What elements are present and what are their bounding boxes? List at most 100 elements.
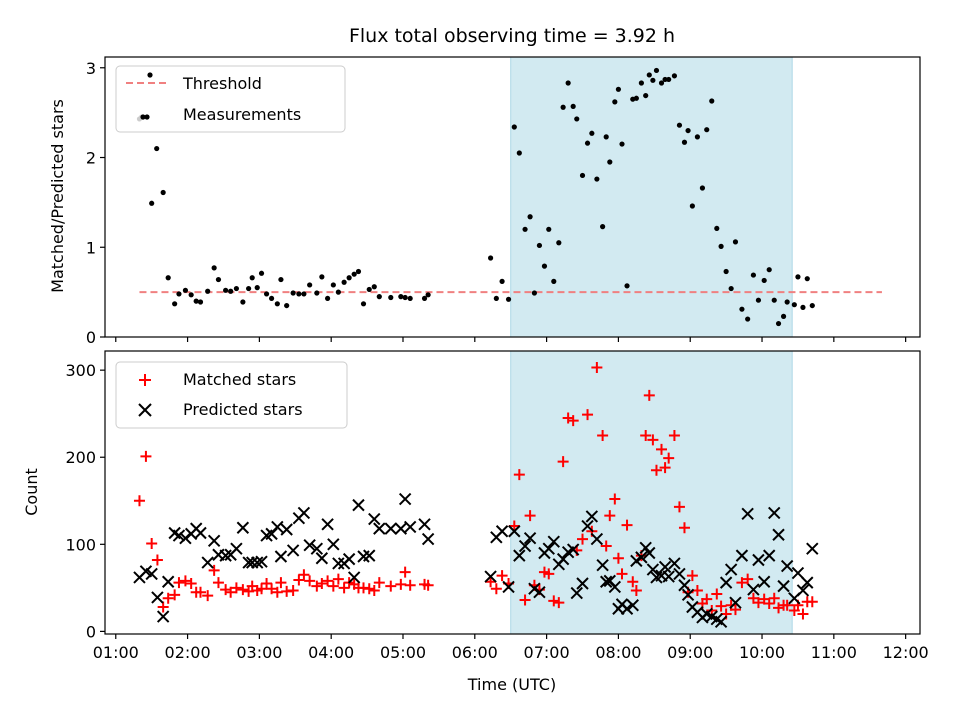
- data-point-x: [673, 567, 686, 581]
- x-tick-label: 06:00: [452, 643, 498, 662]
- data-point: [685, 127, 691, 134]
- data-point-plus: [562, 412, 574, 424]
- data-point: [211, 265, 217, 271]
- data-point: [784, 299, 790, 305]
- y-tick-label: 300: [65, 361, 96, 380]
- data-point-plus: [647, 434, 659, 446]
- data-point-plus: [275, 577, 287, 589]
- data-point: [795, 274, 801, 280]
- data-point-plus: [322, 575, 334, 587]
- data-point-plus: [368, 584, 380, 596]
- data-point-x: [772, 528, 785, 541]
- data-point-x: [724, 563, 738, 576]
- data-point-x: [384, 522, 397, 535]
- data-point: [650, 77, 656, 83]
- series-1: [133, 492, 819, 629]
- y-tick-label: 3: [86, 59, 96, 78]
- data-point-plus: [701, 593, 713, 605]
- data-point-x: [145, 567, 158, 581]
- data-point-plus: [612, 552, 624, 564]
- data-point-x: [342, 552, 356, 566]
- data-point-x: [518, 539, 532, 553]
- axes-frame: [104, 56, 921, 338]
- x-tick-label: 04:00: [308, 643, 354, 662]
- data-point: [603, 134, 609, 140]
- data-point: [376, 294, 382, 300]
- data-point-x: [332, 557, 345, 570]
- bottom-y-axis-label: Count: [22, 468, 41, 516]
- data-point: [197, 299, 204, 305]
- data-point-plus: [508, 520, 520, 532]
- y-tick-label: 2: [86, 149, 96, 168]
- data-point-x: [757, 575, 771, 588]
- data-point-plus: [640, 429, 652, 441]
- data-point: [351, 271, 357, 277]
- data-point-x: [791, 566, 805, 580]
- data-point-x: [581, 519, 594, 533]
- data-point-plus: [806, 596, 818, 608]
- data-point: [193, 298, 199, 304]
- data-point-plus: [519, 594, 531, 606]
- data-point-plus: [797, 608, 809, 620]
- data-point-plus: [298, 569, 310, 581]
- data-point: [398, 294, 404, 300]
- data-point-plus: [316, 577, 328, 589]
- data-point: [402, 294, 408, 301]
- data-point: [653, 67, 660, 74]
- data-point-x: [714, 615, 728, 629]
- data-point: [355, 268, 362, 275]
- data-point-x: [801, 576, 814, 589]
- data-point-x: [271, 520, 284, 534]
- legend-matched-swatch: [139, 374, 151, 386]
- data-point: [646, 72, 652, 78]
- data-point: [319, 274, 325, 280]
- data-point: [160, 189, 166, 196]
- data-point-plus: [179, 575, 191, 587]
- x-tick-label: 10:00: [739, 643, 785, 662]
- data-point-x: [327, 538, 340, 551]
- data-point-x: [156, 610, 170, 623]
- data-point-plus: [630, 584, 642, 596]
- data-point-plus: [151, 554, 163, 566]
- top-plot-area: 0 1 2 3: [86, 56, 921, 347]
- data-point-plus: [736, 577, 748, 589]
- data-point: [307, 282, 313, 288]
- data-point-x: [368, 512, 381, 526]
- data-point: [780, 313, 787, 319]
- legend-measurements-swatch-b: [144, 114, 150, 120]
- data-point-x: [576, 577, 589, 590]
- data-point: [215, 276, 222, 283]
- data-point-plus: [742, 573, 754, 585]
- data-point-plus: [604, 510, 616, 522]
- x-tick-label: 01:00: [93, 643, 139, 662]
- data-point-plus: [781, 599, 793, 611]
- data-point: [579, 172, 586, 179]
- data-point-plus: [332, 573, 344, 585]
- data-point: [615, 86, 622, 92]
- data-point: [176, 291, 182, 297]
- data-point-plus: [237, 584, 249, 596]
- data-point-plus: [230, 582, 242, 594]
- data-point: [233, 285, 240, 292]
- data-point-plus: [600, 540, 612, 552]
- data-point-x: [484, 570, 497, 583]
- data-point: [154, 145, 160, 152]
- data-point-x: [230, 542, 243, 555]
- data-point-plus: [711, 588, 723, 600]
- data-point-x: [762, 549, 776, 562]
- data-point-x: [741, 507, 754, 521]
- y-tick-label: 200: [65, 448, 96, 467]
- data-point-x: [297, 506, 311, 520]
- data-point-plus: [422, 579, 434, 591]
- data-point-x: [207, 534, 221, 548]
- data-point-plus: [266, 583, 278, 595]
- data-point-x: [321, 518, 334, 531]
- data-point-plus: [363, 583, 375, 595]
- data-point-plus: [173, 577, 185, 589]
- top-legend-box: [115, 65, 346, 133]
- data-point: [662, 76, 668, 83]
- data-point-x: [280, 523, 293, 536]
- data-point-plus: [591, 362, 603, 374]
- data-point-x: [274, 550, 288, 563]
- data-point-x: [620, 602, 634, 615]
